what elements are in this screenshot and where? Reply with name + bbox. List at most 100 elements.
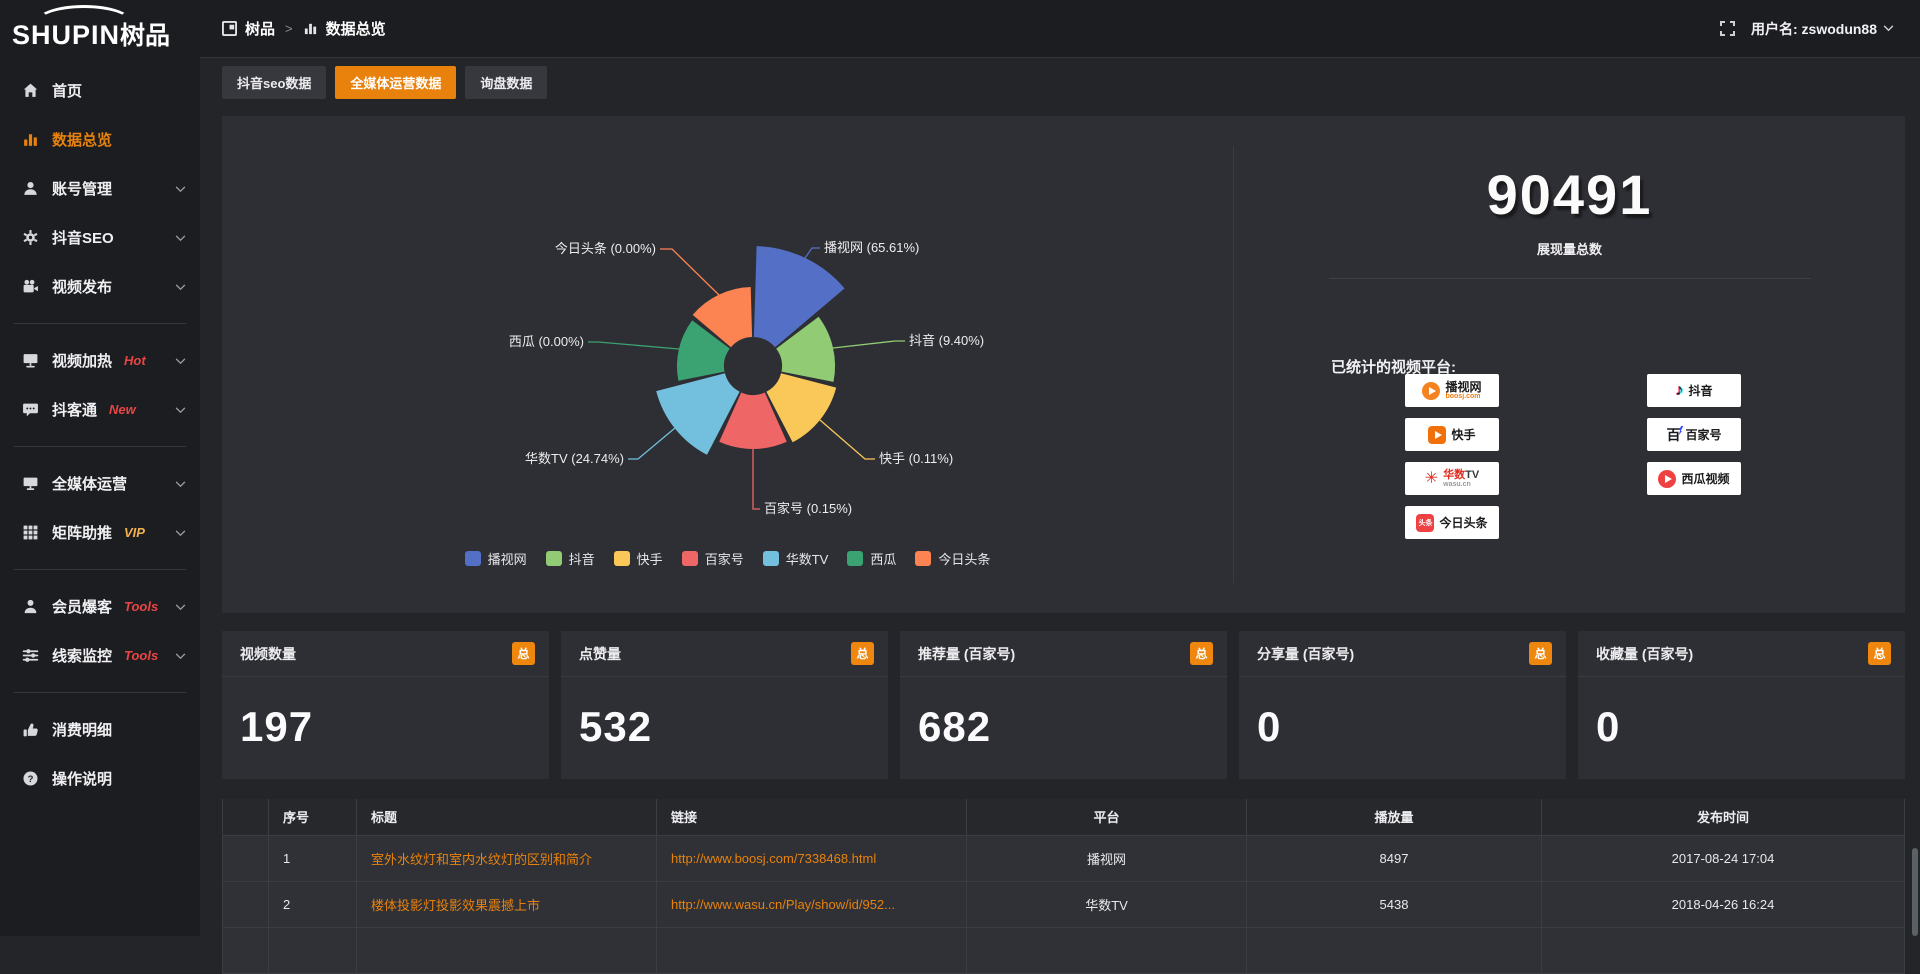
chevron-down-icon: [175, 352, 186, 370]
chevron-down-icon: [1883, 25, 1894, 32]
legend-item-百家号[interactable]: 百家号: [682, 549, 744, 568]
cell-seq: 2: [269, 881, 357, 927]
summary-divider: [1329, 278, 1811, 279]
breadcrumb-root[interactable]: 树品: [245, 18, 275, 39]
stat-card-推荐量 (百家号): 推荐量 (百家号)总682: [900, 631, 1227, 779]
pie-label-抖音: 抖音 (9.40%): [909, 333, 984, 348]
cell-platform: 华数TV: [967, 881, 1247, 927]
grid-icon: [22, 524, 39, 541]
stat-card-value: 532: [561, 677, 888, 751]
home-icon: [22, 82, 39, 99]
sidebar-item-会员爆客[interactable]: 会员爆客 Tools: [0, 582, 200, 631]
sidebar-item-账号管理[interactable]: 账号管理: [0, 164, 200, 213]
sidebar-item-抖音SEO[interactable]: 抖音SEO: [0, 213, 200, 262]
sidebar-badge-VIP: VIP: [124, 525, 145, 540]
cell-time: [1542, 927, 1905, 973]
stat-card-header: 视频数量总: [222, 631, 549, 677]
column-header-链接: 链接: [657, 799, 967, 835]
breadcrumb-current[interactable]: 数据总览: [326, 18, 386, 39]
user-menu[interactable]: 用户名: zswodun88: [1751, 19, 1894, 39]
sidebar-item-消费明细[interactable]: 消费明细: [0, 705, 200, 754]
legend-item-华数TV[interactable]: 华数TV: [763, 549, 829, 568]
platform-name: 百家号: [1685, 426, 1721, 443]
platform-badge-西瓜视频: 西瓜视频: [1647, 462, 1741, 495]
gear-icon: [22, 229, 39, 246]
sidebar-item-操作说明[interactable]: ?操作说明: [0, 754, 200, 803]
chat-icon: [22, 401, 39, 418]
chevron-down-icon: [175, 598, 186, 616]
cell-time: 2017-08-24 17:04: [1542, 835, 1905, 881]
cell-platform: 播视网: [967, 835, 1247, 881]
platform-name: 抖音: [1688, 382, 1712, 399]
pie-label-line-播视网: [805, 248, 820, 258]
cell-title[interactable]: 楼体投影灯投影效果震撼上市: [357, 881, 657, 927]
sidebar-divider: [14, 692, 186, 693]
chevron-down-icon: [175, 475, 186, 493]
platform-sub: boosj.com: [1445, 393, 1481, 400]
cell-title[interactable]: 室外水纹灯和室内水纹灯的区别和简介: [357, 835, 657, 881]
app-logo[interactable]: SHUPIN树品: [0, 0, 200, 62]
cell-title[interactable]: [357, 927, 657, 973]
table-row: [223, 927, 1905, 973]
bar-chart-icon: [303, 21, 318, 36]
legend-label: 西瓜: [870, 549, 896, 568]
sidebar-badge-Tools: Tools: [124, 599, 158, 614]
tab-全媒体运营数据[interactable]: 全媒体运营数据: [335, 66, 456, 99]
sidebar-item-首页[interactable]: 首页: [0, 66, 200, 115]
legend-label: 今日头条: [938, 549, 990, 568]
legend-swatch: [546, 551, 562, 566]
cell-link[interactable]: http://www.wasu.cn/Play/show/id/952...: [657, 881, 967, 927]
douyin-logo: ♪: [1675, 382, 1683, 400]
fullscreen-icon[interactable]: [1720, 21, 1735, 36]
rose-chart[interactable]: 播视网 (65.61%)抖音 (9.40%)快手 (0.11%)百家号 (0.1…: [222, 116, 1233, 546]
svg-text:?: ?: [28, 774, 34, 785]
sidebar-item-label: 会员爆客: [52, 596, 112, 617]
sidebar-divider: [14, 446, 186, 447]
chevron-down-icon: [175, 647, 186, 665]
pie-label-百家号: 百家号 (0.15%): [764, 501, 852, 516]
data-tabs: 抖音seo数据全媒体运营数据询盘数据: [222, 66, 1905, 99]
legend-label: 快手: [637, 549, 663, 568]
cell-link[interactable]: [657, 927, 967, 973]
stat-card-title: 点赞量: [579, 644, 621, 664]
platform-sub: wasu.cn: [1443, 481, 1479, 488]
platform-name: 今日头条: [1439, 514, 1487, 531]
stat-card-header: 点赞量总: [561, 631, 888, 677]
table-header-row: 序号标题链接平台播放量发布时间: [223, 799, 1905, 835]
stat-card-title: 视频数量: [240, 644, 296, 664]
legend-item-快手[interactable]: 快手: [614, 549, 663, 568]
stat-card-分享量 (百家号): 分享量 (百家号)总0: [1239, 631, 1566, 779]
sidebar-item-视频发布[interactable]: 视频发布: [0, 262, 200, 311]
column-header-平台: 平台: [967, 799, 1247, 835]
tab-抖音seo数据[interactable]: 抖音seo数据: [222, 66, 326, 99]
tab-询盘数据[interactable]: 询盘数据: [465, 66, 547, 99]
cell-seq: [269, 927, 357, 973]
legend-label: 抖音: [569, 549, 595, 568]
monitor-icon: [22, 475, 39, 492]
pie-label-今日头条: 今日头条 (0.00%): [555, 241, 656, 256]
scrollbar-thumb[interactable]: [1912, 848, 1918, 936]
legend-item-西瓜[interactable]: 西瓜: [847, 549, 896, 568]
xigua-logo: [1658, 470, 1676, 488]
legend-item-播视网[interactable]: 播视网: [465, 549, 527, 568]
boosj-logo: [1422, 382, 1440, 400]
total-impressions-label: 展现量总数: [1234, 239, 1905, 258]
sidebar-item-全媒体运营[interactable]: 全媒体运营: [0, 459, 200, 508]
sidebar-item-label: 线索监控: [52, 645, 112, 666]
legend-item-抖音[interactable]: 抖音: [546, 549, 595, 568]
cell-link[interactable]: http://www.boosj.com/7338468.html: [657, 835, 967, 881]
pie-label-line-华数TV: [628, 428, 675, 459]
sidebar-item-数据总览[interactable]: 数据总览: [0, 115, 200, 164]
platform-name: 播视网: [1445, 381, 1481, 393]
pie-label-line-西瓜: [588, 342, 679, 349]
legend-item-今日头条[interactable]: 今日头条: [915, 549, 990, 568]
